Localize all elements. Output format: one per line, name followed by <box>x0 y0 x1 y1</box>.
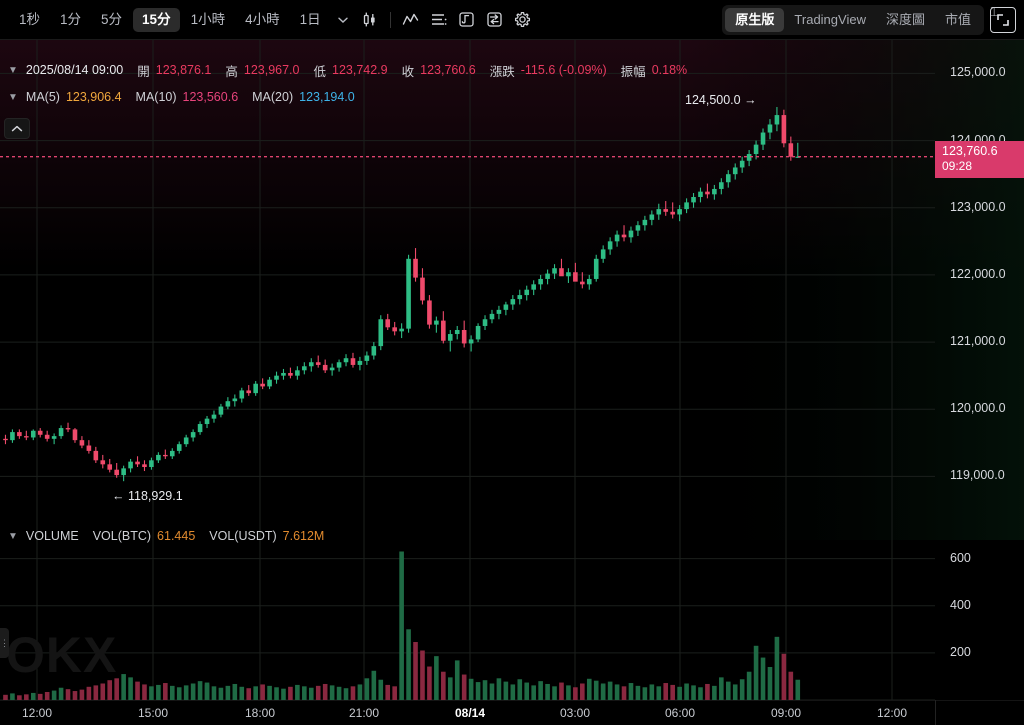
price-tick-label: 119,000.0 <box>950 468 1005 483</box>
timeframe-1d[interactable]: 1日 <box>299 11 321 27</box>
gear-icon[interactable] <box>509 6 537 34</box>
ohlc-high-label: 高 <box>225 64 238 79</box>
ohlc-datetime: 2025/08/14 09:00 <box>25 63 124 77</box>
time-tick-label: 09:00 <box>770 706 802 720</box>
indicators-icon[interactable] <box>397 6 425 34</box>
current-price-time: 09:28 <box>942 158 973 173</box>
volume-btc-label: VOL(BTC) <box>92 529 152 543</box>
ma-collapse-caret[interactable]: ▼ <box>8 91 18 103</box>
time-tick-label: 06:00 <box>664 706 696 720</box>
volume-collapse-caret[interactable]: ▼ <box>8 530 18 542</box>
drawing-tools-icon[interactable] <box>453 6 481 34</box>
volume-btc-value: 61.445 <box>157 529 196 543</box>
time-tick-label: 12:00 <box>21 706 53 720</box>
time-tick-label: 15:00 <box>137 706 169 720</box>
price-tick-label: 121,000.0 <box>950 334 1006 349</box>
price-tick-label: 125,000.0 <box>950 65 1006 80</box>
timeframe-15m[interactable]: 15分 <box>133 7 180 32</box>
volume-tick-label: 400 <box>950 597 971 612</box>
ohlc-open: 123,876.1 <box>155 63 212 77</box>
high-price-annotation: 124,500.0 → <box>685 93 757 107</box>
ohlc-amplitude-label: 振幅 <box>620 64 646 79</box>
current-price-tag: 123,760.6 09:28 <box>935 140 1024 178</box>
ohlc-low: 123,742.9 <box>332 63 388 77</box>
price-tick-label: 120,000.0 <box>950 401 1006 416</box>
ohlc-open-label: 開 <box>137 64 150 79</box>
low-price-annotation: ← 118,929.1 <box>112 489 183 504</box>
volume-title: VOLUME <box>25 529 79 543</box>
okx-watermark: OKX <box>6 627 118 683</box>
volume-info-row: ▼ VOLUME VOL(BTC) 61.445 VOL(USDT) 7.612… <box>0 529 338 543</box>
time-tick-label: 08/14 <box>454 706 486 720</box>
time-tick-label: 03:00 <box>559 706 591 720</box>
time-tick-label: 18:00 <box>244 706 276 720</box>
ohlc-info-row: ▼ 2025/08/14 09:00 開 123,876.1 高 123,967… <box>0 60 701 80</box>
ohlc-high: 123,967.0 <box>243 63 300 77</box>
chart-drag-handle[interactable]: ⋮ <box>0 628 9 658</box>
time-tick-label: 21:00 <box>348 706 380 720</box>
candlestick-type-icon[interactable] <box>356 6 384 34</box>
view-tab-depth[interactable]: 深度圖 <box>885 11 925 27</box>
ohlc-low-label: 低 <box>313 64 326 79</box>
ohlc-amplitude: 0.18% <box>651 63 688 77</box>
chart-plot-area[interactable] <box>0 40 1024 700</box>
toolbar-divider <box>389 11 391 28</box>
compare-icon[interactable] <box>481 6 509 34</box>
view-tab-tradingview[interactable]: TradingView <box>794 11 866 27</box>
current-price-value: 123,760.6 <box>942 143 998 158</box>
timeframe-group: 1秒 1分 5分 15分 1小時 4小時 1日 <box>0 7 330 32</box>
ma20-value: 123,194.0 <box>299 90 355 104</box>
crosshair-tool-icon[interactable]: ⌶ <box>990 4 998 19</box>
ohlc-change-label: 漲跌 <box>489 64 515 79</box>
timeframe-5m[interactable]: 5分 <box>101 11 123 27</box>
chart-settings-list-icon[interactable] <box>425 6 453 34</box>
fullscreen-icon[interactable] <box>990 6 1016 33</box>
volume-tick-label: 200 <box>950 644 971 659</box>
price-tick-label: 122,000.0 <box>950 266 1006 281</box>
ma10-value: 123,560.6 <box>182 90 239 104</box>
ohlc-close: 123,760.6 <box>420 63 476 77</box>
ma5-label: MA(5) <box>25 90 60 104</box>
ohlc-close-label: 收 <box>401 64 415 79</box>
ohlc-collapse-caret[interactable]: ▼ <box>8 64 18 76</box>
ma5-value: 123,906.4 <box>65 90 122 104</box>
ma-info-row: ▼ MA(5) 123,906.4 MA(10) 123,560.6 MA(20… <box>0 87 369 107</box>
chevron-down-icon[interactable] <box>330 10 356 30</box>
timeframe-1h[interactable]: 1小時 <box>190 11 226 27</box>
ma20-label: MA(20) <box>252 90 294 104</box>
timeframe-4h[interactable]: 4小時 <box>245 11 280 27</box>
volume-usdt-value: 7.612M <box>282 529 325 543</box>
ohlc-change: -115.6 (-0.09%) <box>520 63 607 77</box>
time-tick-label: 12:00 <box>876 706 908 720</box>
volume-usdt-label: VOL(USDT) <box>209 529 277 543</box>
view-tab-native[interactable]: 原生版 <box>725 7 785 32</box>
chart-toolbar: 1秒 1分 5分 15分 1小時 4小時 1日 <box>0 0 1024 40</box>
price-tick-label: 123,000.0 <box>950 199 1006 214</box>
ma10-label: MA(10) <box>135 90 177 104</box>
chart-collapse-button[interactable] <box>4 118 30 139</box>
axis-separator <box>935 700 936 725</box>
view-tab-marketcap[interactable]: 市值 <box>944 11 971 27</box>
time-axis[interactable]: 12:00 15:00 18:00 21:00 08/14 03:00 06:00 09:00… <box>0 700 1024 725</box>
view-mode-group: 原生版 TradingView 深度圖 市值 <box>722 4 984 35</box>
volume-tick-label: 600 <box>950 550 971 565</box>
timeframe-1m[interactable]: 1分 <box>60 11 82 27</box>
timeframe-1s[interactable]: 1秒 <box>19 11 41 27</box>
